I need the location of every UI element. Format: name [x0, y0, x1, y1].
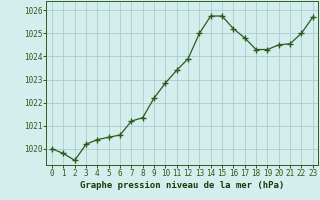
- X-axis label: Graphe pression niveau de la mer (hPa): Graphe pression niveau de la mer (hPa): [80, 181, 284, 190]
